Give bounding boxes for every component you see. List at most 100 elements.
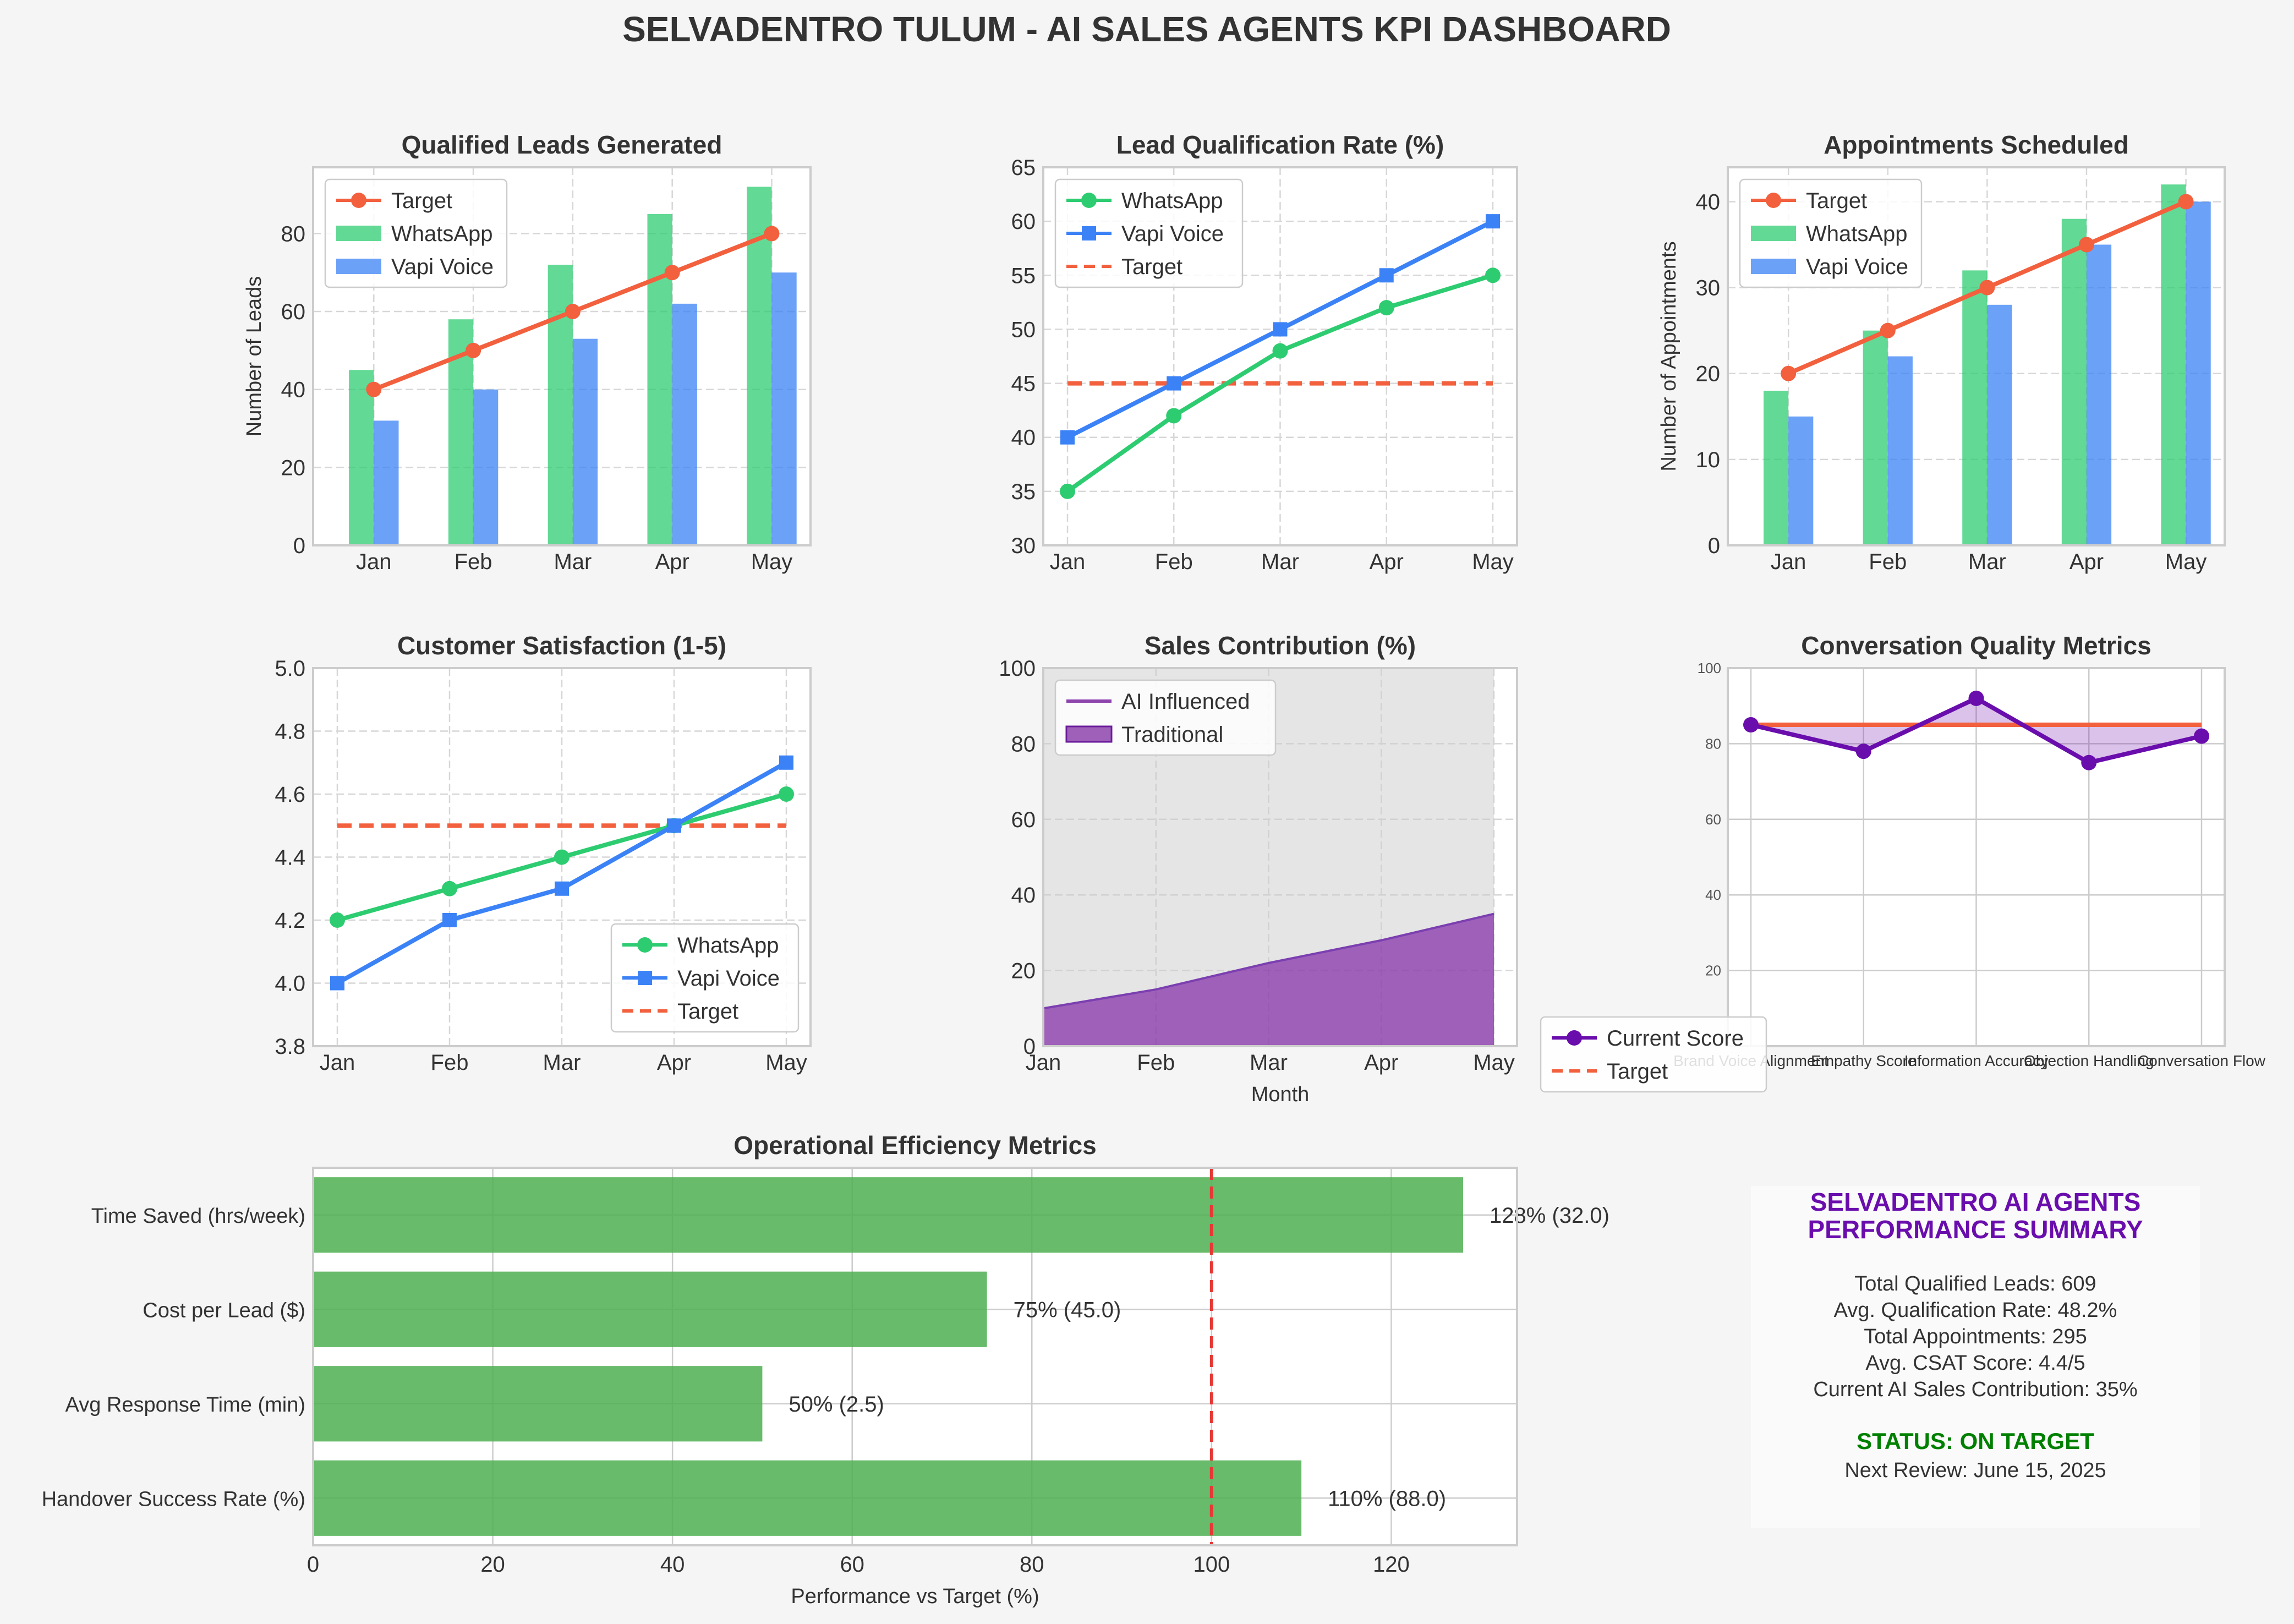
csat-ytick-label: 4.4 — [275, 846, 305, 870]
opseff-bar-label: 110% (88.0) — [1328, 1486, 1446, 1511]
convquality-ytick-label: 40 — [1705, 887, 1721, 903]
appts-target-point — [2178, 194, 2194, 210]
qualrate-vapi-point — [1273, 322, 1288, 337]
summary-next-review: Next Review: June 15, 2025 — [1844, 1459, 2106, 1482]
qualrate-legend-label: Vapi Voice — [1121, 222, 1224, 246]
opseff-frame — [312, 1167, 1518, 1546]
opseff-xtick-label: 100 — [1193, 1552, 1230, 1577]
opseff-bar-label: 50% (2.5) — [789, 1392, 884, 1417]
appts-ytick-label: 0 — [1708, 534, 1720, 558]
salescontrib-ytick-label: 60 — [1011, 808, 1036, 832]
csat-vapi-point — [442, 913, 457, 927]
summary-status: STATUS: ON TARGET — [1857, 1428, 2094, 1454]
qualrate-whatsapp-point — [1272, 343, 1288, 359]
qualrate-ytick-label: 30 — [1011, 534, 1036, 558]
leads-xtick-label: Feb — [455, 550, 492, 574]
summary-background — [1751, 1186, 2200, 1528]
appts-ylabel: Number of Appointments — [1657, 241, 1680, 471]
leads-xtick-label: Apr — [655, 550, 689, 574]
csat-chart: Customer Satisfaction (1-5) 3.8 4.0 4.2 4.4 4… — [275, 631, 812, 1075]
leads-bar-vapi — [771, 272, 797, 545]
opseff-category-label: Cost per Lead ($) — [143, 1299, 305, 1322]
csat-xtick-label: Jan — [320, 1051, 355, 1075]
convquality-legend-label: Target — [1607, 1059, 1668, 1084]
salescontrib-ytick-label: 0 — [1023, 1035, 1036, 1059]
salescontrib-ai-influenced-line — [1043, 912, 1494, 1010]
salescontrib-ai-influenced-area — [1043, 914, 1494, 1046]
leads-bar-vapi — [374, 420, 399, 545]
csat-vapi-point — [779, 755, 793, 770]
csat-whatsapp-point — [442, 881, 457, 896]
convquality-ytick-label: 60 — [1705, 811, 1721, 828]
qualrate-legend: WhatsApp Vapi Voice Target — [1054, 178, 1244, 288]
csat-whatsapp-point — [554, 849, 570, 865]
qualrate-frame — [1042, 166, 1518, 546]
opseff-bar-label: 128% (32.0) — [1490, 1204, 1609, 1228]
salescontrib-frame — [1042, 667, 1518, 1047]
convquality-legend-label: Current Score — [1607, 1026, 1744, 1051]
leads-legend-swatch — [336, 259, 381, 274]
qualrate-xtick-label: Feb — [1155, 550, 1193, 574]
leads-legend-label: Target — [391, 189, 452, 213]
salescontrib-ytick-label: 20 — [1011, 959, 1036, 983]
qualrate-legend-label: WhatsApp — [1121, 189, 1223, 213]
leads-chart: Qualified Leads Generated 0 20 40 60 80 Number… — [243, 130, 812, 574]
qualrate-vapi-point — [1379, 268, 1394, 283]
leads-title: Qualified Leads Generated — [402, 130, 722, 159]
summary-title-line2: PERFORMANCE SUMMARY — [1808, 1215, 2143, 1244]
qualrate-xtick-label: Jan — [1050, 550, 1086, 574]
convquality-ytick-label: 100 — [1698, 660, 1721, 676]
opseff-category-label: Avg Response Time (min) — [65, 1393, 305, 1417]
csat-ytick-label: 4.8 — [275, 720, 305, 744]
opseff-bar-label: 75% (45.0) — [1014, 1298, 1121, 1322]
csat-ytick-label: 4.6 — [275, 783, 305, 807]
convquality-category-label: Information Accuracy — [1904, 1052, 2048, 1069]
appts-title: Appointments Scheduled — [1824, 130, 2129, 159]
appts-legend-swatch — [1751, 259, 1796, 274]
opseff-chart: Operational Efficiency Metrics 0 20 40 60 80 1… — [42, 1131, 1609, 1608]
appts-ytick-label: 40 — [1696, 190, 1721, 214]
salescontrib-xtick-label: May — [1473, 1051, 1515, 1075]
leads-target-point — [466, 342, 481, 358]
convquality-legend: Current Score Target — [1540, 1016, 1767, 1093]
convquality-current-score-point — [2194, 728, 2209, 744]
leads-ylabel: Number of Leads — [243, 276, 266, 437]
appts-frame — [1727, 166, 2226, 546]
opseff-xtick-label: 40 — [660, 1552, 685, 1577]
leads-xtick-label: Jan — [356, 550, 392, 574]
convquality-category-label: Objection Handling — [2024, 1052, 2154, 1069]
convquality-current-score-point — [1855, 743, 1871, 759]
summary-ai-contribution: Current AI Sales Contribution: 35% — [1813, 1378, 2137, 1401]
csat-title: Customer Satisfaction (1-5) — [397, 631, 726, 660]
appts-bar-whatsapp — [1863, 330, 1888, 545]
salescontrib-xtick-label: Jan — [1026, 1051, 1061, 1075]
csat-legend-box — [610, 923, 800, 1033]
appts-bar-vapi — [2186, 201, 2211, 545]
appts-bar-whatsapp — [1764, 390, 1789, 545]
leads-xtick-label: Mar — [554, 550, 592, 574]
csat-xtick-label: Apr — [657, 1051, 691, 1075]
appts-xtick-label: Apr — [2069, 550, 2104, 574]
appts-bar-whatsapp — [2161, 184, 2186, 545]
convquality-legend-marker — [1567, 1030, 1582, 1046]
appts-ytick-label: 20 — [1696, 362, 1721, 386]
dashboard-title: SELVADENTRO TULUM - AI SALES AGENTS KPI … — [622, 9, 1671, 49]
opseff-xtick-label: 60 — [840, 1552, 864, 1577]
salescontrib-xlabel: Month — [1251, 1083, 1310, 1106]
salescontrib-xtick-label: Mar — [1250, 1051, 1288, 1075]
leads-bar-whatsapp — [349, 370, 374, 545]
opseff-xtick-label: 80 — [1020, 1552, 1044, 1577]
leads-target-point — [366, 381, 382, 397]
appts-bar-whatsapp — [2061, 218, 2087, 545]
convquality-current-score-point — [1968, 690, 1984, 706]
leads-ytick-label: 0 — [293, 534, 305, 558]
convquality-current-score-point — [1743, 717, 1759, 733]
appts-target-point — [1880, 322, 1896, 338]
leads-bar-vapi — [572, 338, 598, 545]
summary-qual-rate: Avg. Qualification Rate: 48.2% — [1834, 1299, 2117, 1322]
qualrate-whatsapp-point — [1166, 408, 1182, 424]
opseff-xtick-label: 120 — [1373, 1552, 1410, 1577]
csat-vapi-point — [667, 818, 681, 833]
salescontrib-title: Sales Contribution (%) — [1145, 631, 1416, 660]
qualrate-ytick-label: 60 — [1011, 210, 1036, 234]
